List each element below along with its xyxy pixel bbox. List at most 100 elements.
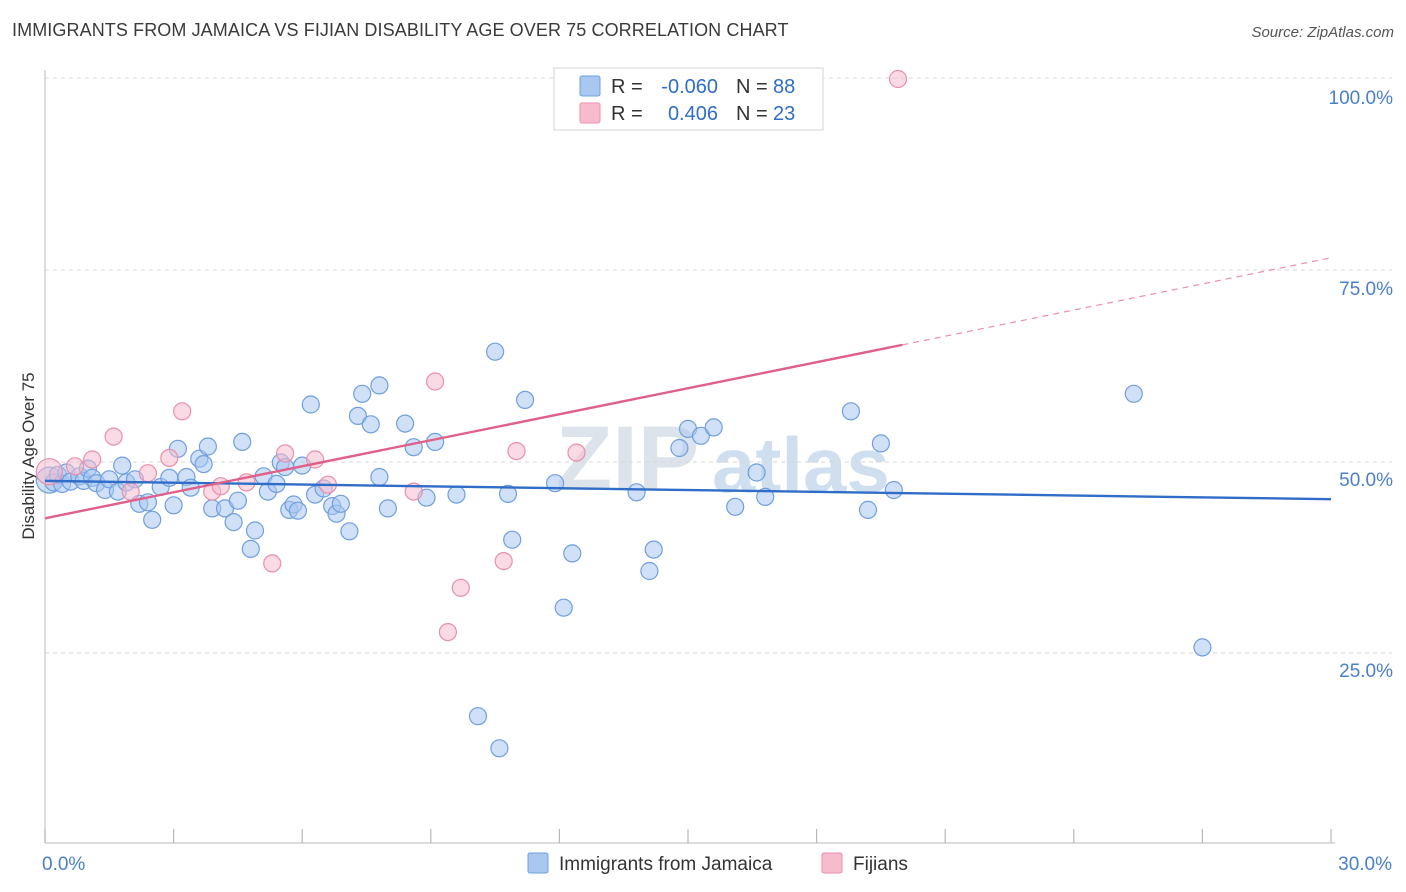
grid-lines xyxy=(45,77,1392,654)
legend-swatch-fijians xyxy=(579,102,601,124)
point-fijians-1 xyxy=(65,457,85,476)
point-jamaica-83 xyxy=(858,500,878,519)
point-fijians-19 xyxy=(494,551,513,571)
point-jamaica-34 xyxy=(241,539,260,559)
point-fijians-22 xyxy=(888,69,908,89)
point-jamaica-52 xyxy=(348,406,367,425)
point-jamaica-19 xyxy=(143,510,162,529)
watermark-atlas: atlas xyxy=(712,421,890,509)
point-jamaica-64 xyxy=(486,342,505,361)
chart-source: Source: ZipAtlas.com xyxy=(1251,24,1394,41)
point-fijians-2 xyxy=(83,450,102,469)
point-jamaica-55 xyxy=(370,467,389,487)
point-fijians-5 xyxy=(138,464,157,483)
point-jamaica-81 xyxy=(756,487,775,506)
legend-box: R = -0.060 N = 88 R = 0.406 N = 23 xyxy=(553,67,824,131)
point-jamaica-77 xyxy=(691,426,711,445)
x-axis-ticks xyxy=(44,829,1332,843)
point-fijians-0 xyxy=(35,458,63,486)
point-jamaica-71 xyxy=(563,544,582,563)
point-jamaica-50 xyxy=(331,494,350,513)
point-fijians-4 xyxy=(121,482,140,501)
point-jamaica-70 xyxy=(554,598,573,617)
point-jamaica-61 xyxy=(426,432,445,451)
trend-fijians-extension xyxy=(902,257,1332,346)
legend-n-value-2: 23 xyxy=(773,103,795,125)
point-jamaica-84 xyxy=(871,434,891,453)
y-tick-label-50: 50.0% xyxy=(1339,470,1393,491)
point-jamaica-75 xyxy=(670,438,689,458)
point-jamaica-87 xyxy=(1193,638,1212,657)
x-tick-min: 0.0% xyxy=(42,854,85,875)
legend-r-label-1: R = xyxy=(611,76,643,98)
trend-lines xyxy=(44,257,1332,520)
point-jamaica-57 xyxy=(378,499,397,518)
point-jamaica-45 xyxy=(301,395,320,414)
legend-r-value-2: 0.406 xyxy=(668,103,718,125)
y-tick-labels: 100.0% 75.0% 50.0% 25.0% xyxy=(1329,88,1394,682)
series-fijians-points xyxy=(35,69,908,642)
point-jamaica-86 xyxy=(1124,384,1143,403)
point-jamaica-72 xyxy=(627,483,646,502)
point-jamaica-67 xyxy=(503,530,522,549)
point-fijians-7 xyxy=(173,402,192,421)
point-jamaica-31 xyxy=(224,512,243,532)
point-jamaica-51 xyxy=(340,522,359,541)
chart-title: IMMIGRANTS FROM JAMAICA VS FIJIAN DISABI… xyxy=(12,20,789,40)
legend-n-label-2: N = xyxy=(736,103,768,125)
legend-r-value-1: -0.060 xyxy=(661,76,718,98)
point-fijians-6 xyxy=(160,448,179,467)
bottom-legend-swatch-jamaica xyxy=(527,852,549,874)
point-jamaica-66 xyxy=(498,484,518,503)
point-jamaica-80 xyxy=(747,463,766,482)
trend-jamaica xyxy=(44,479,1332,501)
point-jamaica-82 xyxy=(841,402,861,421)
point-jamaica-56 xyxy=(370,376,389,395)
point-jamaica-62 xyxy=(447,485,466,504)
point-jamaica-85 xyxy=(884,480,903,500)
point-jamaica-53 xyxy=(353,384,372,403)
point-jamaica-79 xyxy=(726,497,745,516)
point-jamaica-74 xyxy=(644,540,663,559)
bottom-legend: Immigrants from Jamaica Fijians xyxy=(527,852,908,875)
trend-fijians xyxy=(44,343,903,520)
legend-r-label-2: R = xyxy=(611,103,643,125)
point-fijians-16 xyxy=(426,372,445,391)
point-jamaica-12 xyxy=(100,470,119,489)
y-tick-label-25: 25.0% xyxy=(1339,661,1393,682)
point-jamaica-68 xyxy=(515,390,535,409)
point-jamaica-73 xyxy=(640,561,659,581)
point-fijians-9 xyxy=(211,477,230,496)
bottom-legend-label-jamaica: Immigrants from Jamaica xyxy=(559,854,773,875)
point-jamaica-54 xyxy=(361,415,380,434)
y-tick-label-100: 100.0% xyxy=(1329,88,1394,109)
legend-n-value-1: 88 xyxy=(773,76,795,98)
x-tick-max: 30.0% xyxy=(1338,854,1392,875)
bottom-legend-swatch-fijians xyxy=(821,852,843,874)
series-jamaica-points xyxy=(35,342,1212,758)
legend-swatch-jamaica xyxy=(579,75,601,97)
point-fijians-12 xyxy=(276,444,295,463)
point-jamaica-63 xyxy=(468,707,488,726)
bottom-legend-label-fijians: Fijians xyxy=(853,854,908,875)
y-tick-label-75: 75.0% xyxy=(1339,279,1393,300)
point-jamaica-43 xyxy=(288,501,307,520)
point-fijians-20 xyxy=(507,442,526,461)
y-axis-label: Disability Age Over 75 xyxy=(19,372,38,539)
legend-n-label-1: N = xyxy=(736,76,768,98)
point-fijians-17 xyxy=(438,622,457,642)
point-jamaica-14 xyxy=(113,456,132,475)
point-jamaica-33 xyxy=(233,432,252,451)
point-fijians-21 xyxy=(567,443,586,462)
point-jamaica-27 xyxy=(194,455,213,474)
point-jamaica-35 xyxy=(245,521,265,540)
point-jamaica-28 xyxy=(198,437,217,456)
point-jamaica-58 xyxy=(396,414,415,433)
point-jamaica-59 xyxy=(404,438,423,457)
point-jamaica-65 xyxy=(490,739,509,758)
point-fijians-18 xyxy=(451,578,470,597)
point-fijians-3 xyxy=(104,427,123,446)
point-jamaica-32 xyxy=(228,491,247,510)
point-fijians-11 xyxy=(263,554,282,573)
